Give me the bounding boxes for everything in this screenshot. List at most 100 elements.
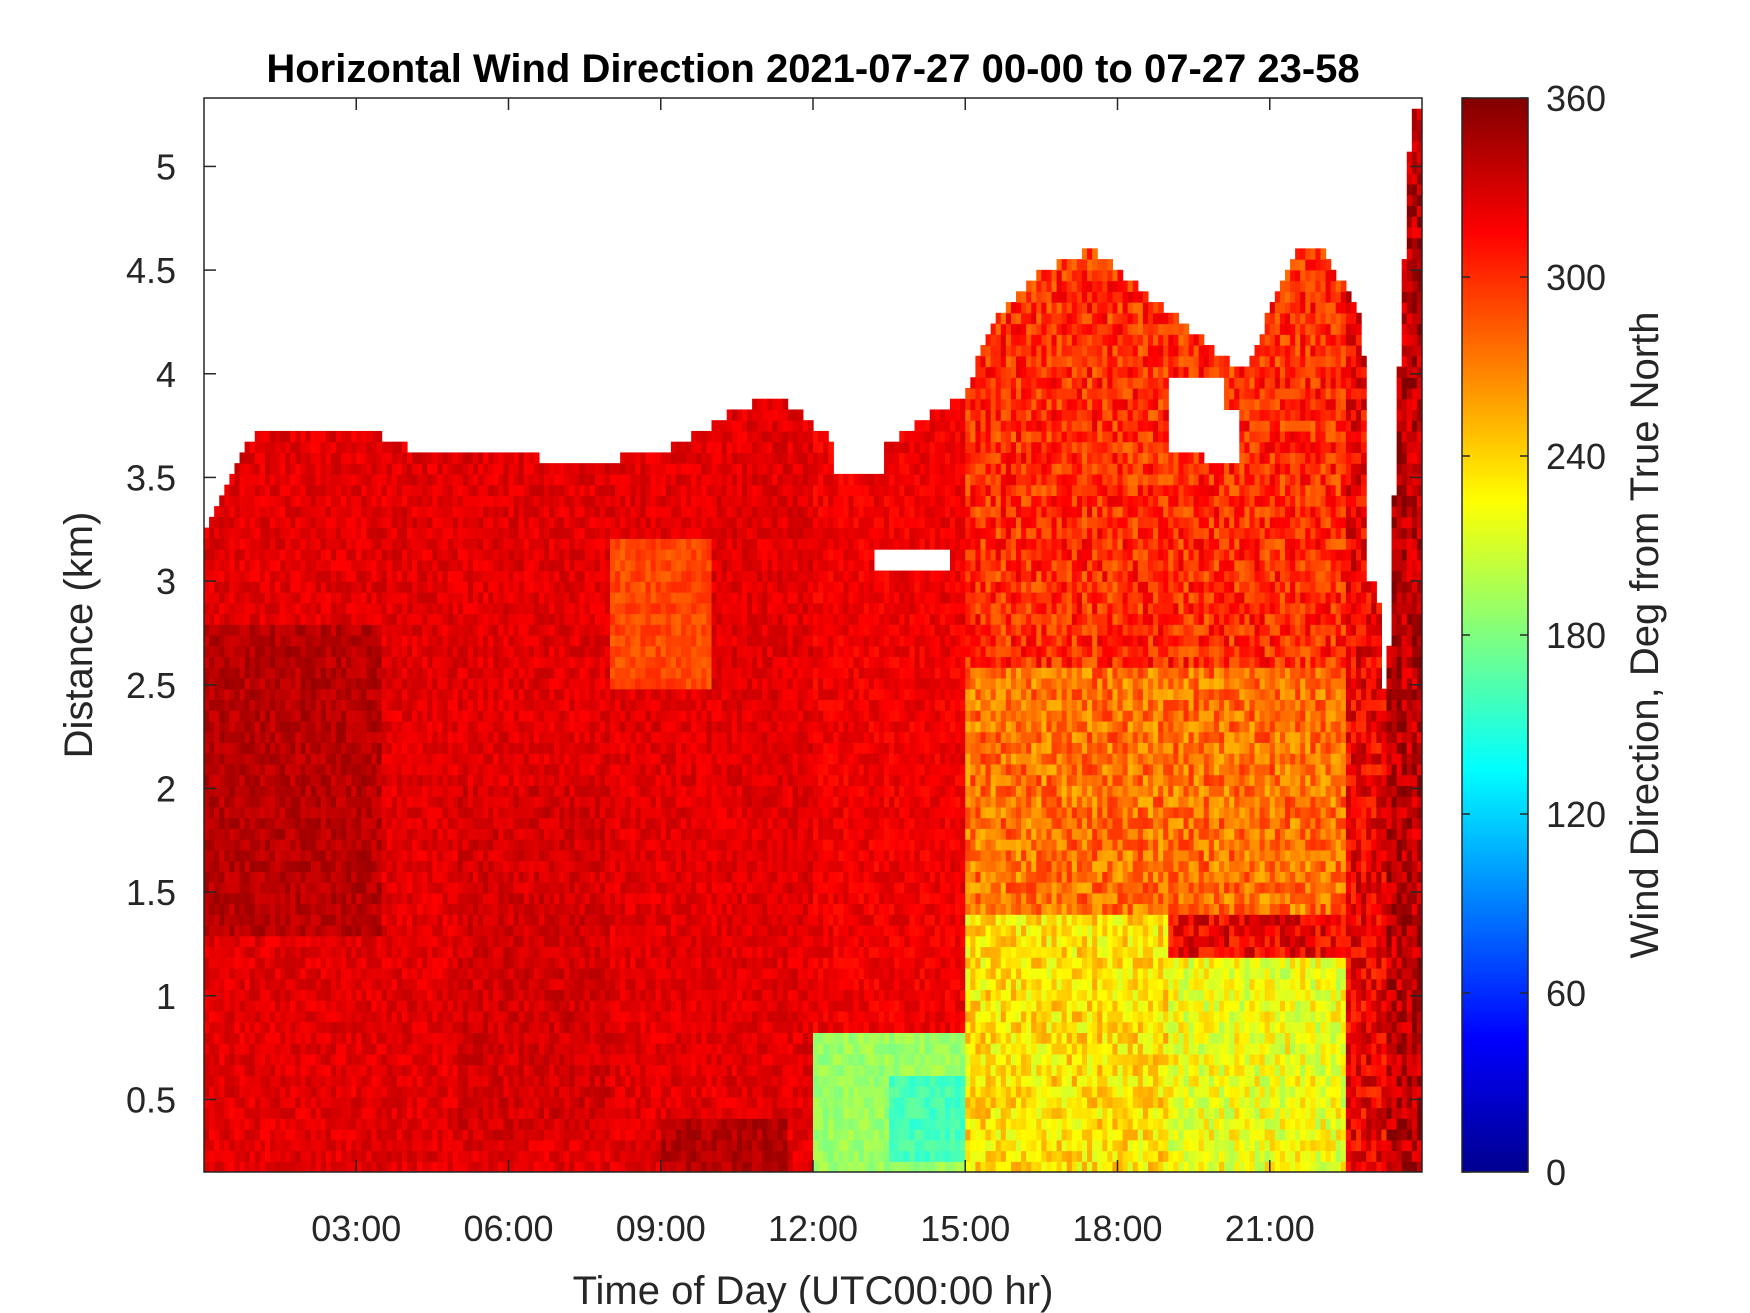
heatmap-cell	[488, 1118, 494, 1130]
heatmap-cell	[472, 957, 479, 969]
heatmap-cell	[437, 1118, 444, 1130]
heatmap-cell	[488, 989, 494, 1001]
heatmap-cell	[513, 839, 520, 851]
heatmap-cell	[325, 914, 332, 926]
heatmap-cell	[381, 1107, 388, 1119]
heatmap-cell	[229, 1053, 236, 1066]
heatmap-cell	[285, 1139, 291, 1152]
heatmap-cell	[442, 731, 449, 743]
heatmap-cell	[579, 1139, 586, 1152]
heatmap-cell	[376, 602, 383, 615]
heatmap-cell	[564, 1107, 570, 1119]
heatmap-cell	[335, 828, 342, 840]
heatmap-cell	[498, 1032, 505, 1044]
heatmap-cell	[442, 763, 449, 776]
heatmap-cell	[391, 796, 398, 808]
heatmap-cell	[310, 882, 317, 894]
heatmap-cell	[371, 924, 378, 937]
heatmap-cell	[442, 1139, 449, 1152]
heatmap-cell	[219, 892, 225, 905]
heatmap-cell	[422, 989, 428, 1001]
heatmap-cell	[214, 656, 220, 668]
heatmap-cell	[488, 602, 494, 615]
heatmap-cell	[528, 463, 535, 475]
heatmap-cell	[356, 1010, 362, 1023]
heatmap-cell	[386, 463, 393, 475]
heatmap-cell	[503, 624, 510, 636]
heatmap-cell	[341, 1075, 347, 1087]
heatmap-cell	[559, 516, 565, 529]
heatmap-cell	[498, 806, 505, 819]
heatmap-cell	[462, 860, 469, 872]
heatmap-cell	[544, 871, 550, 883]
heatmap-cell	[290, 688, 296, 701]
heatmap-cell	[478, 1021, 484, 1033]
heatmap-cell	[381, 860, 388, 872]
heatmap-cell	[381, 667, 388, 679]
heatmap-cell	[320, 710, 327, 722]
heatmap-cell	[412, 753, 418, 765]
heatmap-cell	[544, 484, 550, 496]
heatmap-cell	[523, 1010, 530, 1023]
heatmap-cell	[483, 602, 489, 615]
heatmap-cell	[280, 656, 286, 668]
heatmap-cell	[209, 688, 215, 701]
heatmap-cell	[315, 892, 322, 905]
heatmap-cell	[488, 538, 494, 550]
heatmap-cell	[544, 763, 550, 776]
heatmap-cell	[442, 1150, 449, 1162]
heatmap-cell	[432, 581, 439, 593]
heatmap-cell	[249, 1129, 256, 1141]
heatmap-cell	[472, 1021, 479, 1033]
heatmap-cell	[533, 1150, 540, 1162]
heatmap-cell	[523, 506, 530, 518]
heatmap-cell	[244, 441, 251, 454]
heatmap-cell	[275, 785, 281, 797]
heatmap-cell	[290, 602, 296, 615]
heatmap-cell	[442, 656, 449, 668]
heatmap-cell	[275, 839, 281, 851]
heatmap-cell	[259, 473, 266, 486]
heatmap-cell	[290, 463, 296, 475]
heatmap-cell	[381, 699, 388, 711]
heatmap-cell	[518, 763, 525, 776]
heatmap-cell	[335, 624, 342, 636]
heatmap-cell	[488, 839, 494, 851]
heatmap-cell	[412, 1096, 418, 1109]
heatmap-cell	[366, 967, 373, 980]
heatmap-cell	[412, 946, 418, 958]
heatmap-cell	[269, 1096, 276, 1109]
heatmap-cell	[478, 538, 484, 550]
heatmap-cell	[518, 452, 525, 464]
heatmap-cell	[229, 1161, 236, 1172]
heatmap-cell	[275, 688, 281, 701]
heatmap-cell	[310, 935, 317, 948]
heatmap-cell	[325, 699, 332, 711]
heatmap-cell	[351, 624, 357, 636]
heatmap-cell	[325, 473, 332, 486]
heatmap-cell	[280, 828, 286, 840]
heatmap-cell	[209, 1043, 215, 1055]
heatmap-cell	[457, 699, 464, 711]
heatmap-cell	[533, 570, 540, 582]
heatmap-cell	[219, 1075, 225, 1087]
heatmap-cell	[219, 1139, 225, 1152]
heatmap-cell	[341, 796, 347, 808]
heatmap-cell	[538, 946, 545, 958]
heatmap-cell	[356, 903, 362, 915]
heatmap-cell	[442, 1086, 449, 1098]
heatmap-cell	[346, 463, 352, 475]
heatmap-cell	[305, 967, 312, 980]
heatmap-cell	[472, 538, 479, 550]
heatmap-cell	[305, 828, 312, 840]
heatmap-cell	[396, 441, 403, 454]
heatmap-cell	[488, 967, 494, 980]
heatmap-cell	[371, 967, 378, 980]
heatmap-cell	[330, 935, 337, 948]
heatmap-cell	[447, 935, 454, 948]
heatmap-cell	[254, 967, 261, 980]
heatmap-cell	[544, 1021, 550, 1033]
heatmap-cell	[290, 849, 296, 862]
heatmap-cell	[391, 806, 398, 819]
heatmap-cell	[396, 656, 403, 668]
